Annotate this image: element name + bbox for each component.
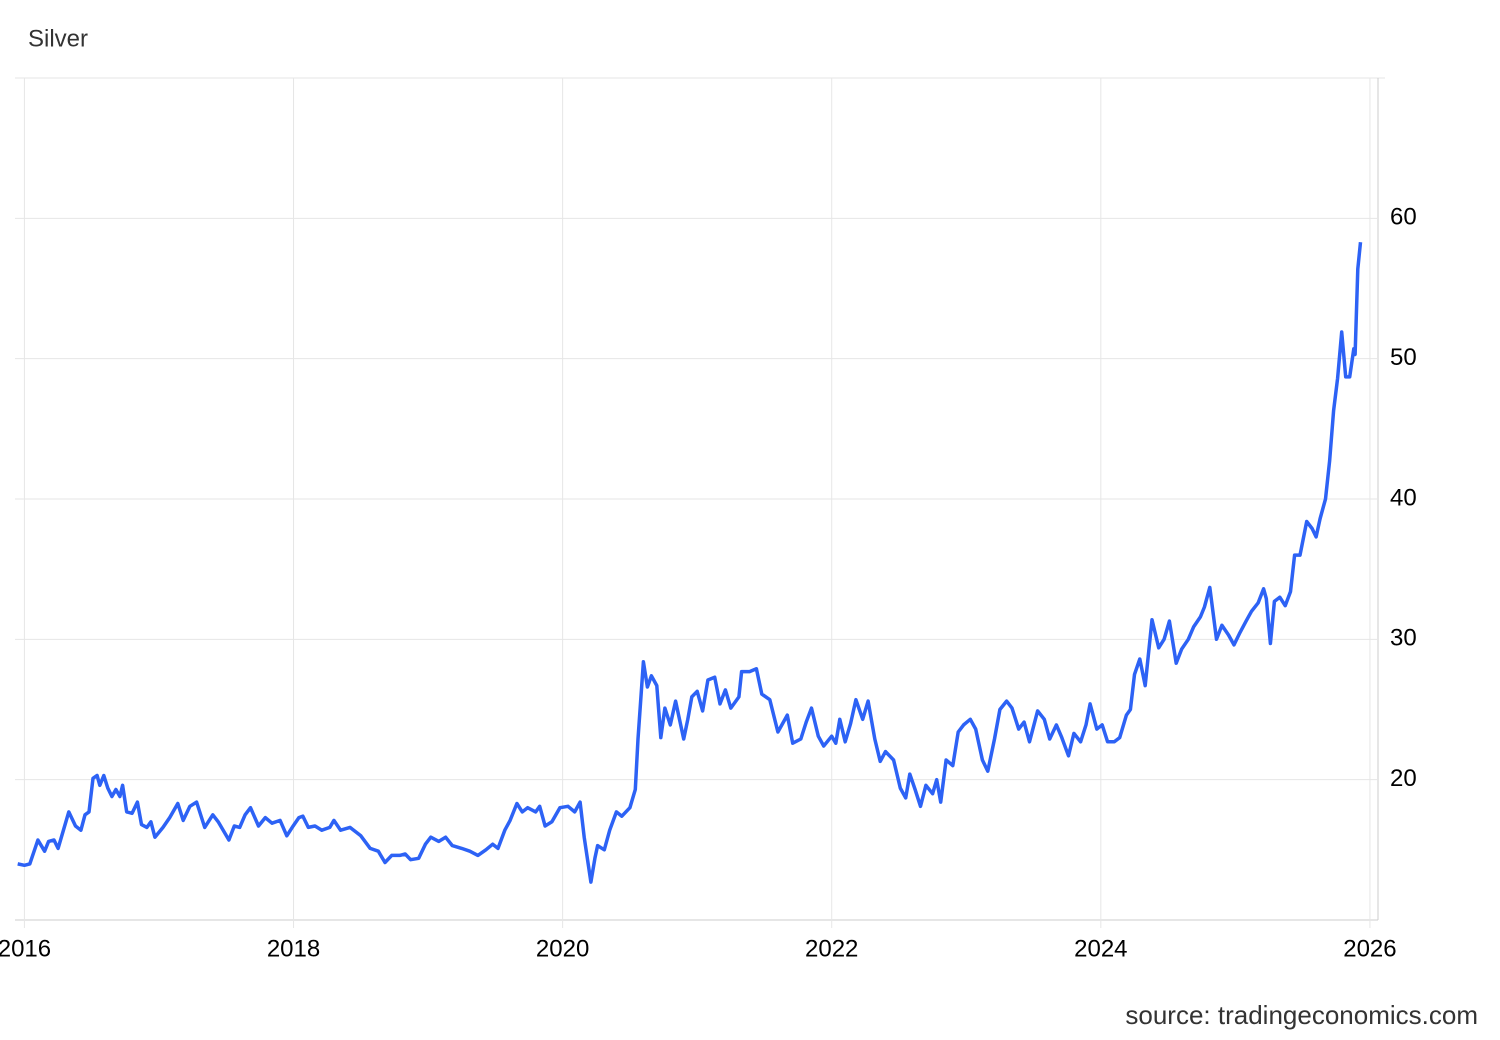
source-note: source: tradingeconomics.com — [1125, 1000, 1478, 1030]
x-tick-label: 2024 — [1074, 935, 1127, 962]
x-tick-label: 2026 — [1343, 935, 1396, 962]
x-tick-label: 2022 — [805, 935, 858, 962]
y-tick-label: 40 — [1390, 484, 1417, 511]
chart-title: Silver — [28, 25, 88, 52]
x-tick-label: 2018 — [267, 935, 320, 962]
y-tick-label: 20 — [1390, 765, 1417, 792]
y-tick-label: 50 — [1390, 344, 1417, 371]
y-tick-label: 60 — [1390, 204, 1417, 231]
price-line — [17, 242, 1363, 884]
y-tick-label: 30 — [1390, 625, 1417, 652]
x-tick-label: 2020 — [536, 935, 589, 962]
x-tick-label: 2016 — [0, 935, 51, 962]
